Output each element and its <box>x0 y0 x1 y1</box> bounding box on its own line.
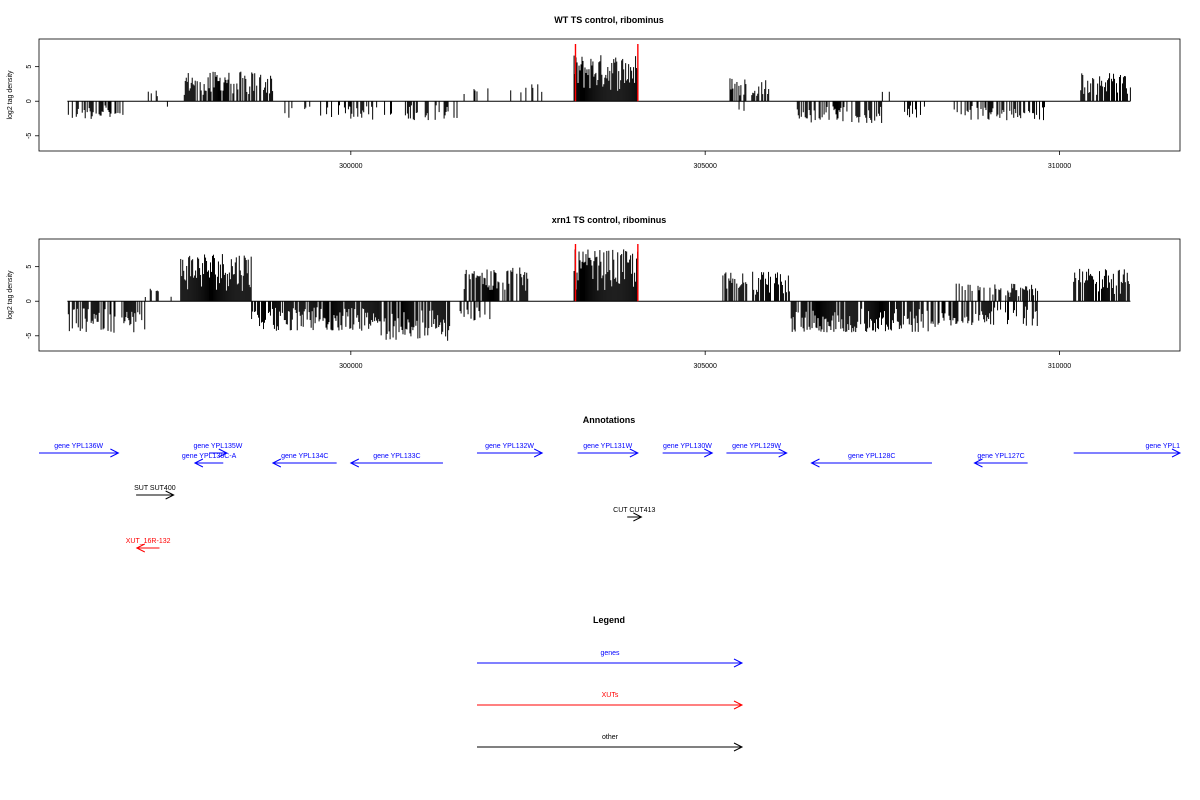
annotation-label: gene YPL129W <box>732 443 781 450</box>
xrn1-coverage-panel: xrn1 TS control, ribominus log2 tag dens… <box>7 215 1181 370</box>
annotation-label: SUT SUT400 <box>134 485 176 492</box>
annotation-gene: gene YPL128C <box>810 453 932 468</box>
annotation-gene: gene YPL129W <box>726 443 788 458</box>
annotations-track: Annotations gene YPL136W gene YPL135Wgene… <box>39 415 1182 553</box>
annotation-gene: gene YPL127C <box>973 453 1028 468</box>
y-tick-label: 0 <box>26 299 33 303</box>
annotation-gene: gene YPL135C-A <box>182 453 237 468</box>
wt-y-axis: -5 0 5 <box>26 65 39 139</box>
xrn1-panel-title: xrn1 TS control, ribominus <box>552 215 667 225</box>
annotation-label: gene YPL135W <box>193 443 242 450</box>
annotation-arrow-arrowhead <box>1171 448 1182 458</box>
annotation-arrow-arrowhead <box>633 512 643 522</box>
annotation-label: gene YPL1 <box>1145 443 1180 450</box>
annotation-label: gene YPL131W <box>583 443 632 450</box>
annotation-gene: gene YPL134C <box>271 453 337 468</box>
annotation-label: gene YPL136W <box>54 443 103 450</box>
legend-label: other <box>602 734 619 741</box>
y-tick-label: 0 <box>26 99 33 103</box>
annotations-title: Annotations <box>583 415 636 425</box>
xrn1-x-axis: 300000 305000 310000 <box>339 351 1071 370</box>
legend-arrow-arrowhead <box>733 658 744 668</box>
xrn1-plot-frame <box>38 238 1181 352</box>
y-tick-label: 5 <box>26 65 33 69</box>
annotation-arrow-arrowhead <box>135 543 146 553</box>
wt-plot-frame <box>38 38 1181 152</box>
annotation-gene: gene YPL136W <box>39 443 120 458</box>
annotation-label: gene YPL127C <box>977 453 1024 460</box>
legend-title: Legend <box>593 615 625 625</box>
legend-entries: genes XUTs other <box>477 650 744 752</box>
annotation-arrow-arrowhead <box>271 458 282 468</box>
annotation-arrow-arrowhead <box>165 490 175 500</box>
wt-highlight-lines <box>574 44 639 102</box>
annotation-gene: gene YPL135W <box>193 443 243 458</box>
annotation-label: gene YPL134C <box>281 453 328 460</box>
legend-entry-other: other <box>477 734 744 752</box>
wt-y-axis-label: log2 tag density <box>7 70 14 120</box>
annotation-arrow-arrowhead <box>810 458 820 468</box>
xrn1-coverage-bars <box>67 249 1131 341</box>
annotation-gene: gene YPL132W <box>476 443 544 458</box>
x-tick-label: 305000 <box>693 363 716 370</box>
annotation-gene: gene YPL130W <box>662 443 714 458</box>
annotation-arrow-arrowhead <box>349 458 360 468</box>
annotation-xut: XUT_16R-132 <box>126 538 171 553</box>
annotation-arrow-arrowhead <box>629 448 639 458</box>
x-tick-label: 300000 <box>339 163 362 170</box>
legend-entry-xut: XUTs <box>477 692 744 710</box>
annotation-gene: gene YPL131W <box>577 443 639 458</box>
legend-entry-gene: genes <box>477 650 744 668</box>
legend-arrow-arrowhead <box>733 742 744 752</box>
annotation-other: SUT SUT400 <box>134 485 176 500</box>
annotation-other: CUT CUT413 <box>613 507 656 522</box>
annotation-label: gene YPL133C <box>373 453 420 460</box>
annotation-arrow-arrowhead <box>778 448 788 458</box>
annotation-label: gene YPL128C <box>848 453 895 460</box>
annotation-gene: gene YPL133C <box>349 453 443 468</box>
annotation-arrow-arrowhead <box>193 458 204 468</box>
xrn1-y-axis: -5 0 5 <box>26 265 39 339</box>
y-tick-label: 5 <box>26 265 33 269</box>
annotation-arrow-arrowhead <box>110 448 120 458</box>
annotation-label: CUT CUT413 <box>613 507 655 514</box>
y-tick-label: -5 <box>26 333 33 339</box>
xrn1-highlight-lines <box>574 244 639 302</box>
annotation-label: gene YPL132W <box>485 443 534 450</box>
x-tick-label: 300000 <box>339 363 362 370</box>
y-tick-label: -5 <box>26 133 33 139</box>
x-tick-label: 305000 <box>693 163 716 170</box>
wt-panel-title: WT TS control, ribominus <box>554 15 664 25</box>
annotation-gene: gene YPL1 <box>1073 443 1182 458</box>
annotation-arrow-arrowhead <box>704 448 714 458</box>
annotation-arrow-arrowhead <box>533 448 544 458</box>
legend-arrow-arrowhead <box>733 700 744 710</box>
wt-coverage-bars <box>67 55 1131 123</box>
annotation-label: XUT_16R-132 <box>126 538 171 545</box>
annotation-features: gene YPL136W gene YPL135W gene YPL135C-A ge… <box>39 443 1182 553</box>
annotation-arrow-arrowhead <box>973 458 983 468</box>
legend: Legend genes XUTs other <box>477 615 744 752</box>
annotation-label: gene YPL135C-A <box>182 453 237 460</box>
wt-x-axis: 300000 305000 310000 <box>339 151 1071 170</box>
wt-coverage-panel: WT TS control, ribominus log2 tag densit… <box>7 15 1181 170</box>
annotation-arrow-arrowhead <box>218 448 228 458</box>
annotation-label: gene YPL130W <box>663 443 712 450</box>
legend-label: XUTs <box>602 692 619 699</box>
legend-label: genes <box>600 650 620 657</box>
x-tick-label: 310000 <box>1048 163 1071 170</box>
xrn1-y-axis-label: log2 tag density <box>7 270 14 320</box>
x-tick-label: 310000 <box>1048 363 1071 370</box>
